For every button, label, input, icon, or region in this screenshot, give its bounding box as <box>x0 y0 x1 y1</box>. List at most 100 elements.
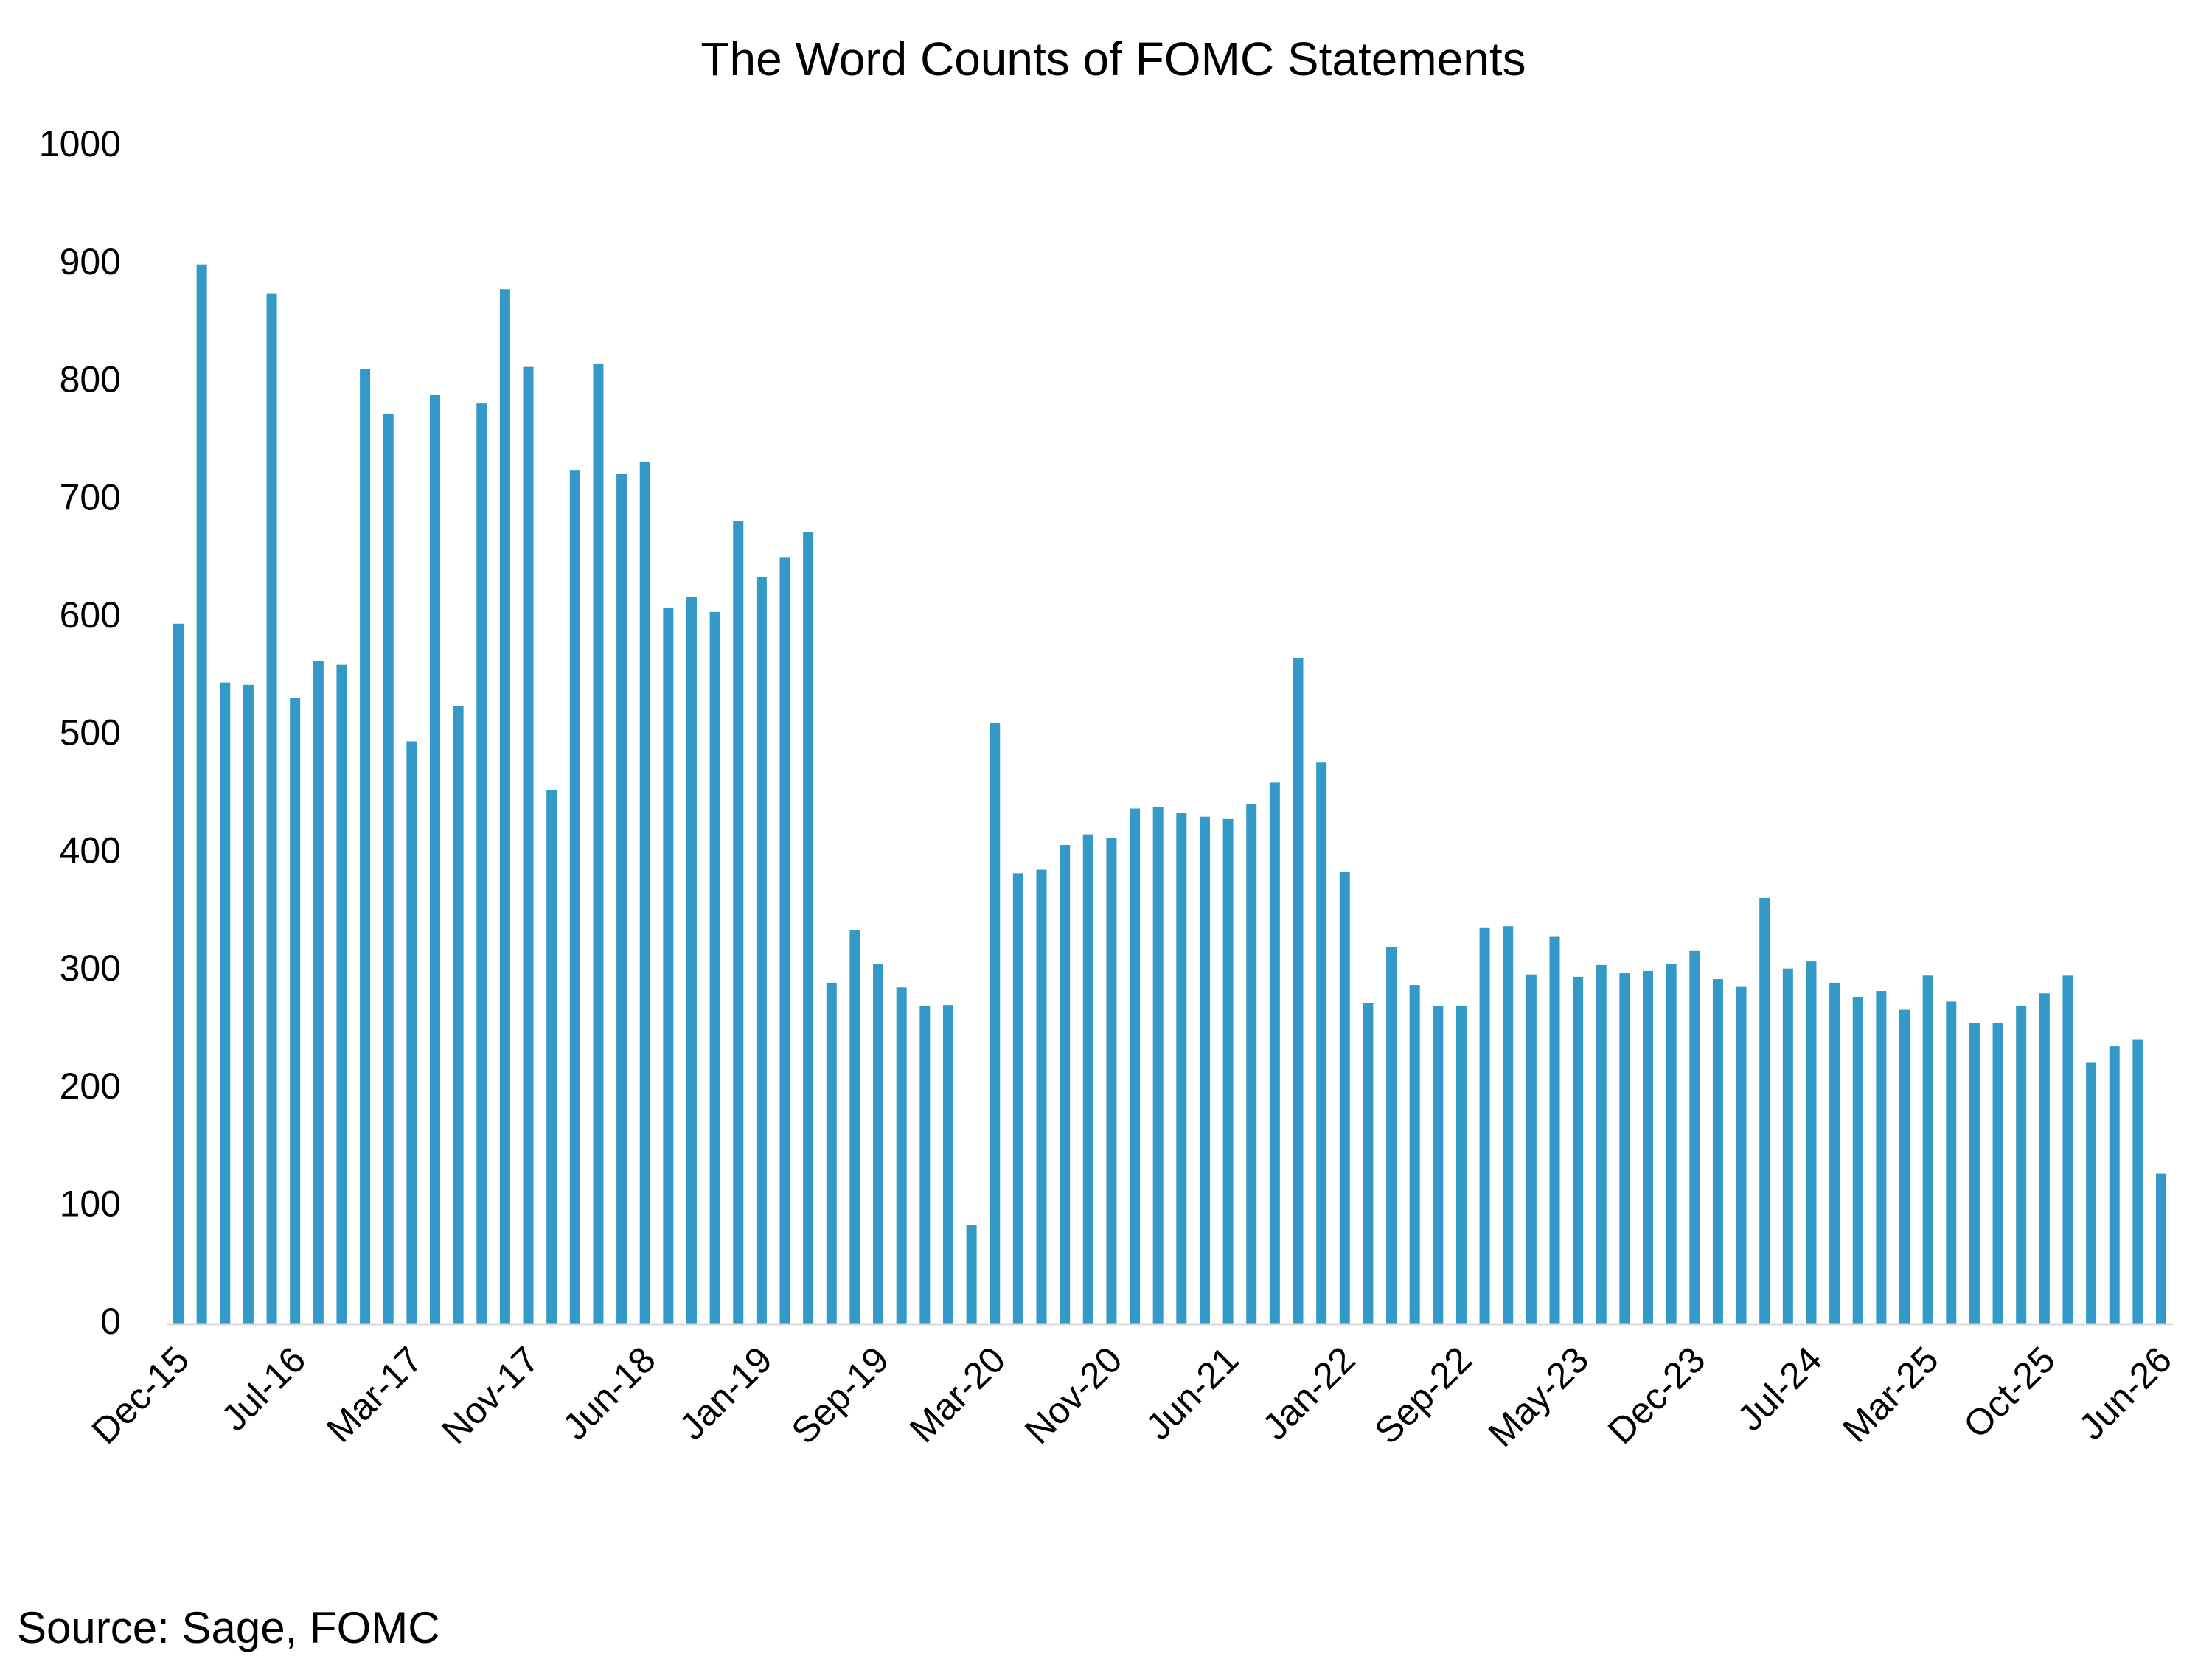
bar <box>1666 964 1677 1324</box>
chart-title: The Word Counts of FOMC Statements <box>700 32 1526 86</box>
bar <box>220 682 231 1324</box>
bar <box>1316 762 1327 1324</box>
y-tick-label: 1000 <box>39 123 121 164</box>
bar <box>1060 845 1071 1324</box>
bar <box>2016 1006 2027 1324</box>
bar <box>803 532 814 1324</box>
bar <box>849 930 860 1324</box>
bar <box>616 473 627 1324</box>
bar <box>1969 1023 1980 1324</box>
bar <box>499 289 510 1324</box>
bar <box>896 987 907 1324</box>
bar <box>1199 816 1210 1324</box>
y-tick-label: 700 <box>60 476 121 518</box>
bar <box>1293 658 1304 1324</box>
bar <box>709 611 720 1324</box>
bar <box>1829 982 1840 1324</box>
bar <box>290 698 301 1324</box>
bar <box>942 1005 953 1324</box>
y-tick-label: 100 <box>60 1183 121 1225</box>
bar <box>546 789 557 1324</box>
bar <box>1876 991 1887 1324</box>
bar <box>1922 975 1933 1324</box>
bar <box>383 414 394 1324</box>
bar <box>196 264 207 1325</box>
y-tick-label: 500 <box>60 712 121 754</box>
bar <box>919 1006 931 1324</box>
bar <box>873 964 884 1324</box>
bar <box>523 366 534 1324</box>
bar <box>569 470 580 1324</box>
y-tick-label: 600 <box>60 594 121 636</box>
bar <box>1946 1001 1957 1324</box>
bar <box>686 597 697 1324</box>
bar <box>2062 975 2073 1324</box>
bar <box>990 722 1001 1324</box>
bar <box>1479 927 1490 1324</box>
bar <box>336 664 347 1324</box>
bar <box>1130 808 1141 1324</box>
bar <box>243 684 254 1324</box>
bar <box>1712 979 1723 1324</box>
bar <box>1736 986 1747 1324</box>
bar <box>1806 961 1817 1324</box>
bar <box>1152 807 1164 1324</box>
bar <box>2039 993 2050 1324</box>
bar <box>1269 782 1280 1324</box>
bar <box>1433 1006 1444 1324</box>
bar <box>756 576 767 1324</box>
y-tick-label: 0 <box>100 1301 121 1342</box>
bar <box>1455 1006 1467 1324</box>
bar <box>1619 973 1630 1324</box>
bar <box>779 557 790 1324</box>
y-tick-label: 800 <box>60 359 121 400</box>
bar <box>1036 869 1047 1324</box>
bar <box>1222 818 1234 1324</box>
bar <box>2156 1173 2166 1324</box>
bar <box>1246 804 1257 1324</box>
bar <box>1899 1009 1910 1324</box>
bar <box>1176 813 1187 1324</box>
bar <box>1689 950 1700 1324</box>
bar <box>1596 964 1607 1324</box>
bar <box>1549 936 1560 1324</box>
bar <box>1852 997 1863 1324</box>
bar <box>1643 970 1654 1324</box>
bar <box>1409 985 1420 1324</box>
y-tick-label: 200 <box>60 1065 121 1107</box>
bar <box>2109 1046 2120 1324</box>
bar <box>1012 873 1023 1324</box>
y-tick-label: 300 <box>60 947 121 989</box>
bar <box>313 661 324 1324</box>
bar <box>429 394 440 1324</box>
bar <box>453 706 464 1324</box>
bar <box>966 1225 977 1324</box>
bar <box>266 293 277 1324</box>
bar <box>1992 1023 2003 1324</box>
bar <box>360 369 371 1324</box>
bar <box>1082 834 1093 1324</box>
bar <box>173 623 184 1324</box>
bar <box>1386 947 1397 1324</box>
bar <box>733 521 744 1325</box>
bar <box>593 363 604 1324</box>
bar <box>639 462 650 1324</box>
y-tick-label: 900 <box>60 241 121 282</box>
bar <box>1503 926 1514 1324</box>
bar <box>406 741 417 1324</box>
bar <box>826 982 837 1324</box>
y-tick-label: 400 <box>60 830 121 871</box>
bar <box>1106 838 1117 1324</box>
bar <box>1573 976 1584 1324</box>
bar <box>2132 1039 2143 1324</box>
bar <box>476 403 487 1324</box>
bar <box>1759 897 1770 1324</box>
source-note: Source: Sage, FOMC <box>17 1603 440 1652</box>
bar <box>2086 1062 2097 1324</box>
bar <box>1363 1003 1374 1324</box>
bar <box>1339 872 1350 1324</box>
bar <box>1782 968 1793 1324</box>
bar <box>1526 974 1537 1324</box>
bar <box>663 608 674 1324</box>
